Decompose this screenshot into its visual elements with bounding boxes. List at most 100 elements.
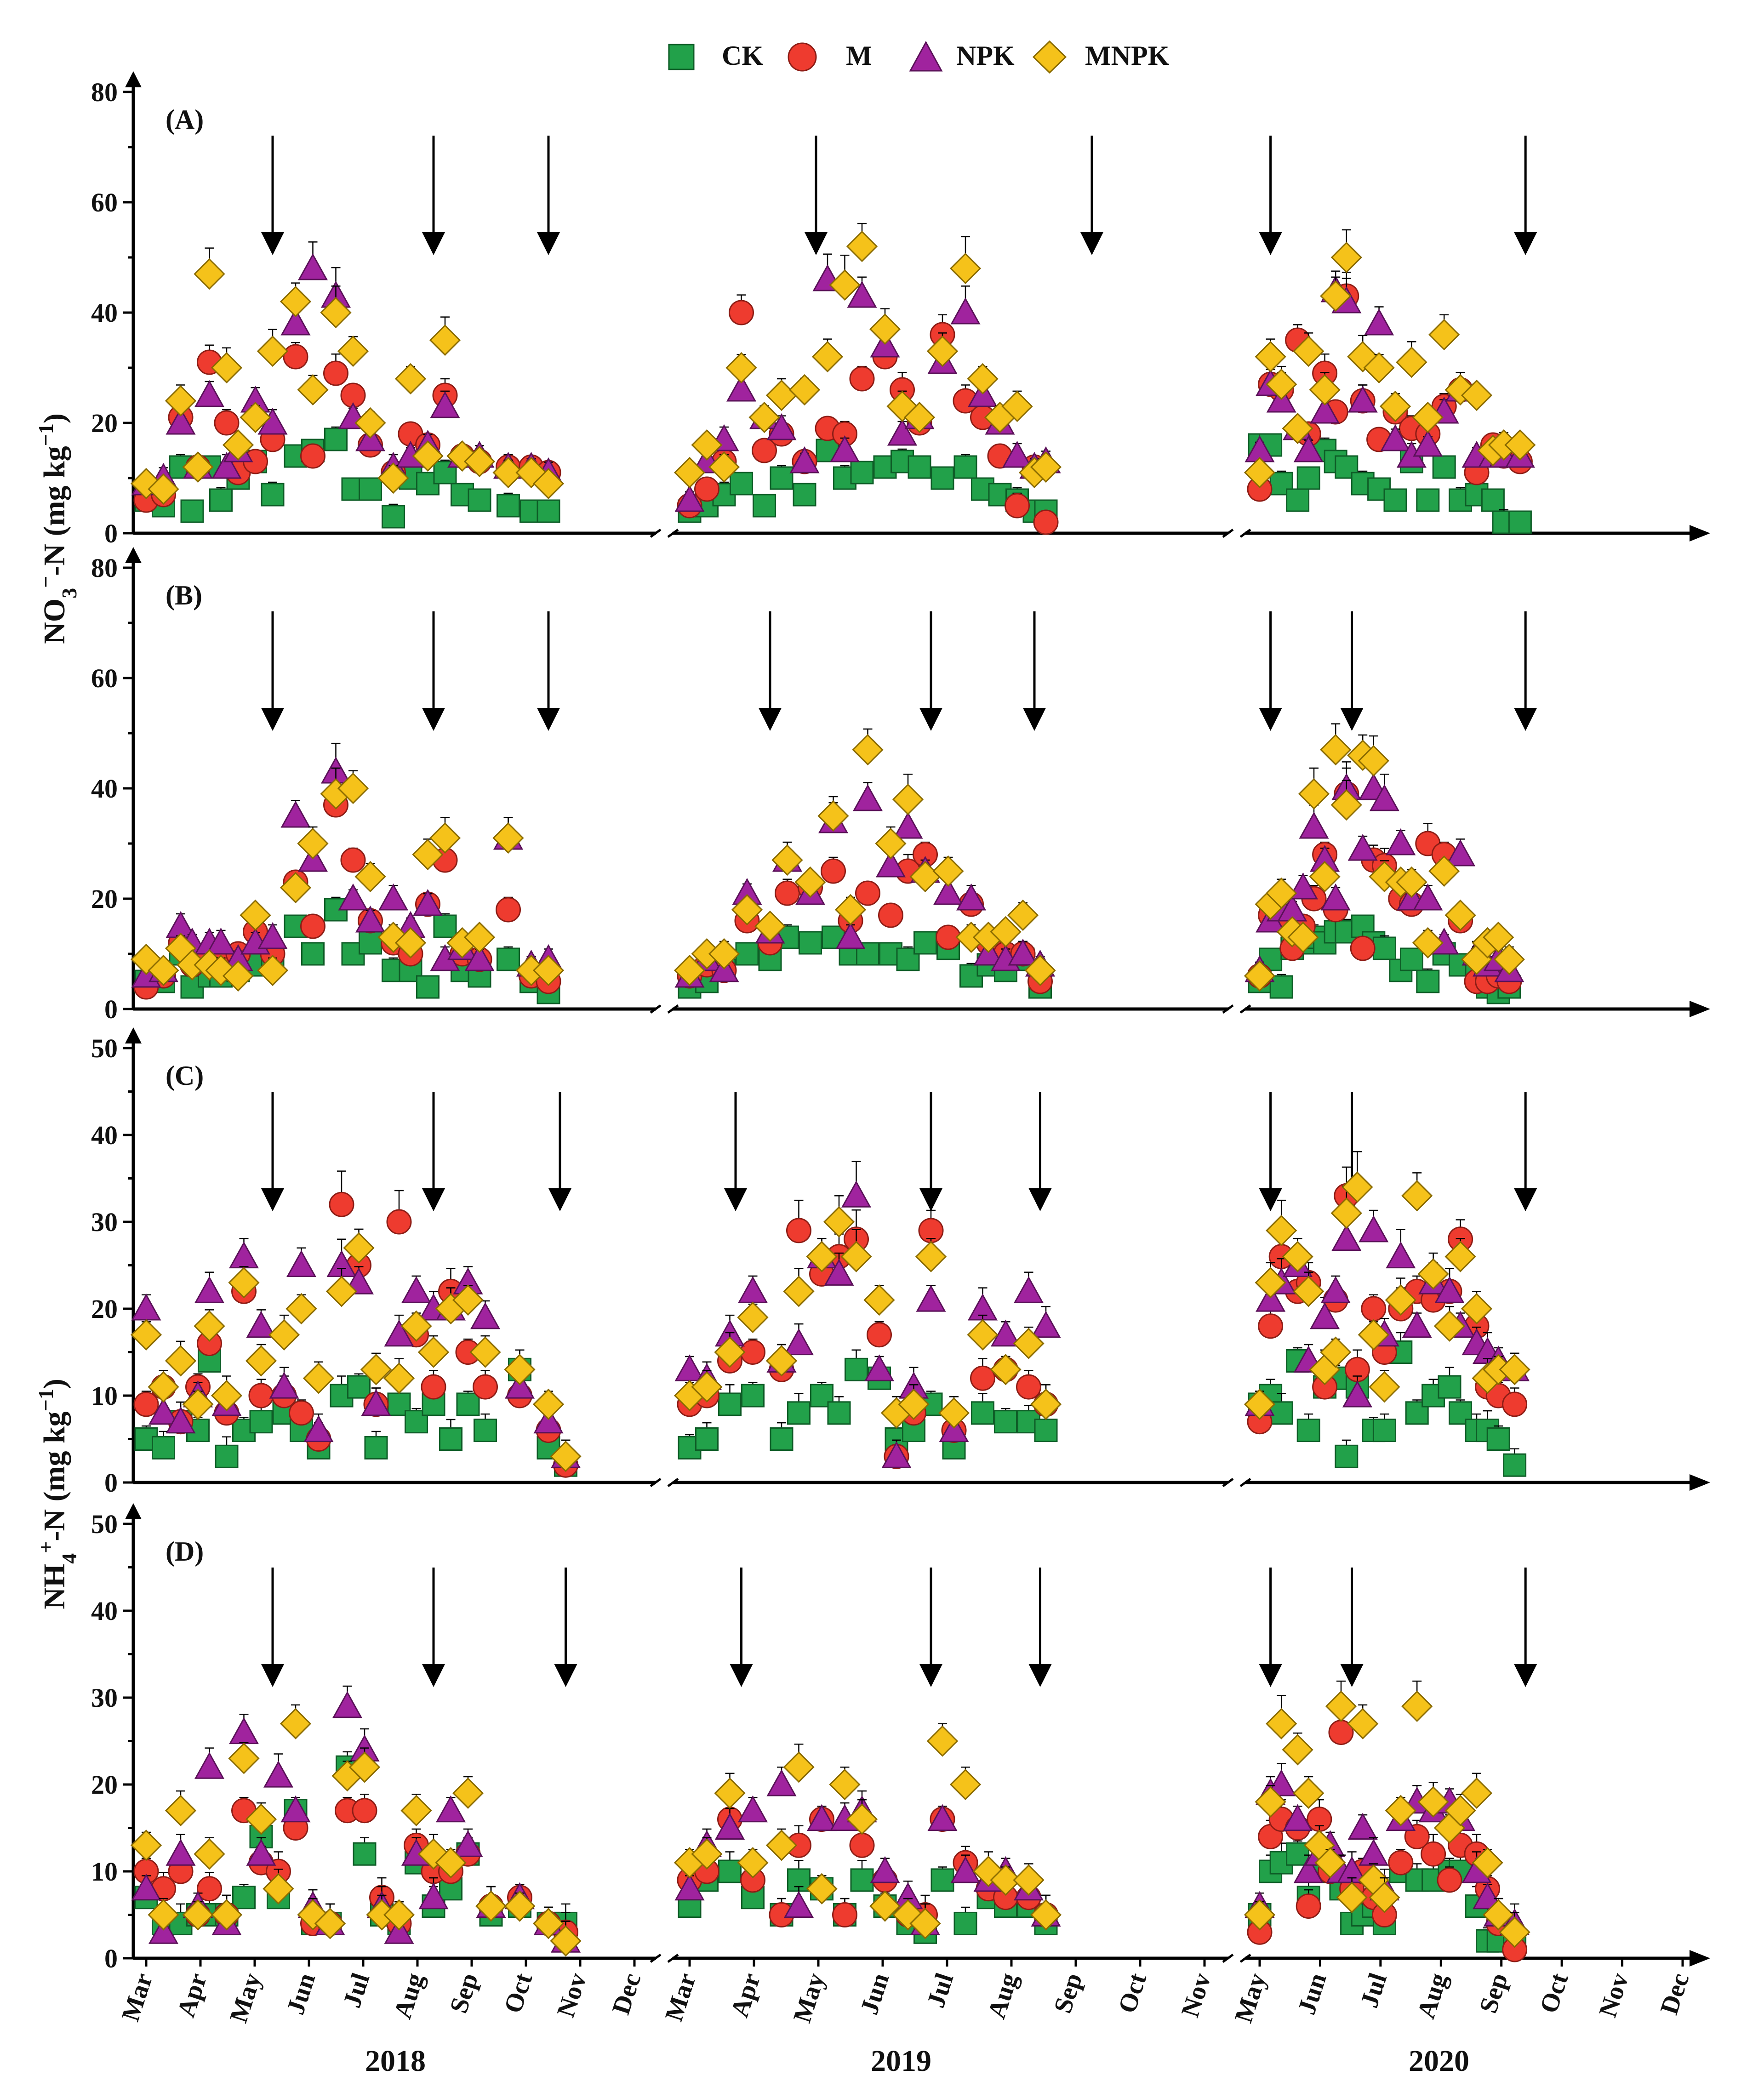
ylabel-nh4-sup: + [34,1541,57,1553]
x-month-label: Apr [725,1970,766,2021]
data-point-mnpk [1347,1708,1379,1739]
data-point-npk [1320,1276,1351,1303]
data-point-npk [950,297,981,325]
year-label-2020: 2020 [1409,2044,1469,2078]
data-point-mnpk [840,1241,872,1272]
data-point-mnpk [532,468,565,500]
data-point-ck [913,931,937,955]
data-point-npk [412,889,443,916]
data-point-mnpk [1417,1786,1449,1818]
ylabel-nh4-pre: NH [38,1564,71,1609]
legend-item-m: M [788,40,872,72]
data-point-mnpk [1244,1388,1276,1420]
data-point-npk [1445,839,1476,867]
y-tick-label: 10 [91,1857,118,1887]
data-point-mnpk [148,1899,179,1931]
ylabel-nh4-sub: 4 [57,1553,81,1564]
data-point-mnpk [165,1345,197,1377]
data-point-mnpk [532,1388,565,1420]
y-tick-label: 20 [91,1770,118,1800]
data-point-ck [1335,1444,1359,1468]
data-point-mnpk [165,1795,197,1826]
y-tick-label: 20 [91,408,118,438]
data-point-mnpk [429,324,461,356]
data-point-mnpk [1385,1795,1416,1826]
y-axis-arrowhead [125,1503,142,1519]
data-point-m [970,1365,995,1391]
data-point-mnpk [1244,960,1276,992]
data-point-mnpk [1320,280,1352,312]
ylabel-nh4: NH4+-N (mg kg−1) [34,1379,81,1609]
y-tick-label: 40 [91,298,118,328]
data-point-ck [324,428,348,451]
axis-break-gap-0 [656,1476,673,1489]
data-point-mnpk [400,1310,432,1342]
data-point-ck [1034,1419,1058,1442]
data-point-mnpk [1444,1241,1476,1272]
data-point-mnpk [463,921,496,953]
data-point-npk [1434,1276,1465,1303]
data-point-mnpk [394,927,427,959]
data-point-mnpk [1369,1371,1400,1403]
axis-break-mark [650,1953,662,1963]
data-point-npk [1310,396,1340,424]
data-point-mnpk [182,1899,214,1931]
data-point-npk [916,1285,946,1312]
data-point-ck [1486,1427,1510,1451]
data-point-npk [835,922,866,949]
data-point-m [340,847,366,873]
series-ck [134,1332,1527,1477]
data-point-mnpk [691,429,723,461]
data-point-mnpk [1461,1293,1493,1325]
data-point-mnpk [1417,1258,1449,1290]
data-point-npk [464,944,495,971]
y-tick-label: 50 [91,1033,118,1063]
legend-marker-ck [668,44,695,70]
data-point-npk [1256,1285,1286,1312]
data-point-m [694,476,719,502]
x-month-label: Nov [552,1970,593,2021]
data-point-ck [971,1401,994,1425]
data-point-npk [166,1406,196,1434]
x-month-label: Sep [1048,1970,1088,2017]
legend-label-ck: CK [722,40,763,71]
data-point-ck [718,1859,742,1883]
data-point-mnpk [1282,412,1313,445]
data-point-mnpk [1428,855,1460,887]
data-point-ck [845,1357,868,1381]
data-point-ck [730,472,753,496]
data-point-m [197,1876,222,1902]
data-point-ck [1503,1453,1527,1477]
data-point-ck [301,942,325,966]
x-month-label: May [224,1970,267,2026]
x-month-label: Nov [1593,1970,1634,2021]
x-month-label: Apr [172,1970,213,2021]
data-point-mnpk [280,285,312,318]
data-point-mnpk [1255,1786,1286,1818]
data-point-npk [841,1180,872,1208]
x-axis-arrowhead [1690,525,1710,542]
axis-break-mark [650,1477,662,1488]
data-point-mnpk [691,1371,723,1403]
data-point-mnpk [806,1873,838,1904]
data-point-mnpk [303,1363,335,1394]
data-point-mnpk [492,822,524,854]
data-point-mnpk [909,1908,941,1939]
data-point-npk [1386,828,1416,855]
data-point-m [1296,1893,1321,1919]
data-point-mnpk [360,1354,392,1385]
x-month-label: Dec [1655,1970,1695,2018]
data-point-m [283,344,308,370]
data-point-mnpk [1330,789,1362,821]
data-point-ck [741,1384,765,1408]
y-tick-label: 0 [104,1468,118,1498]
axis-break-gap-0 [656,1003,673,1015]
y-axis-arrowhead [125,547,142,563]
data-point-ck [364,1436,388,1460]
data-point-mnpk [377,462,409,494]
data-point-npk [789,446,820,473]
data-point-mnpk [725,352,757,384]
data-point-npk [864,1354,895,1381]
data-point-npk [1347,385,1378,413]
